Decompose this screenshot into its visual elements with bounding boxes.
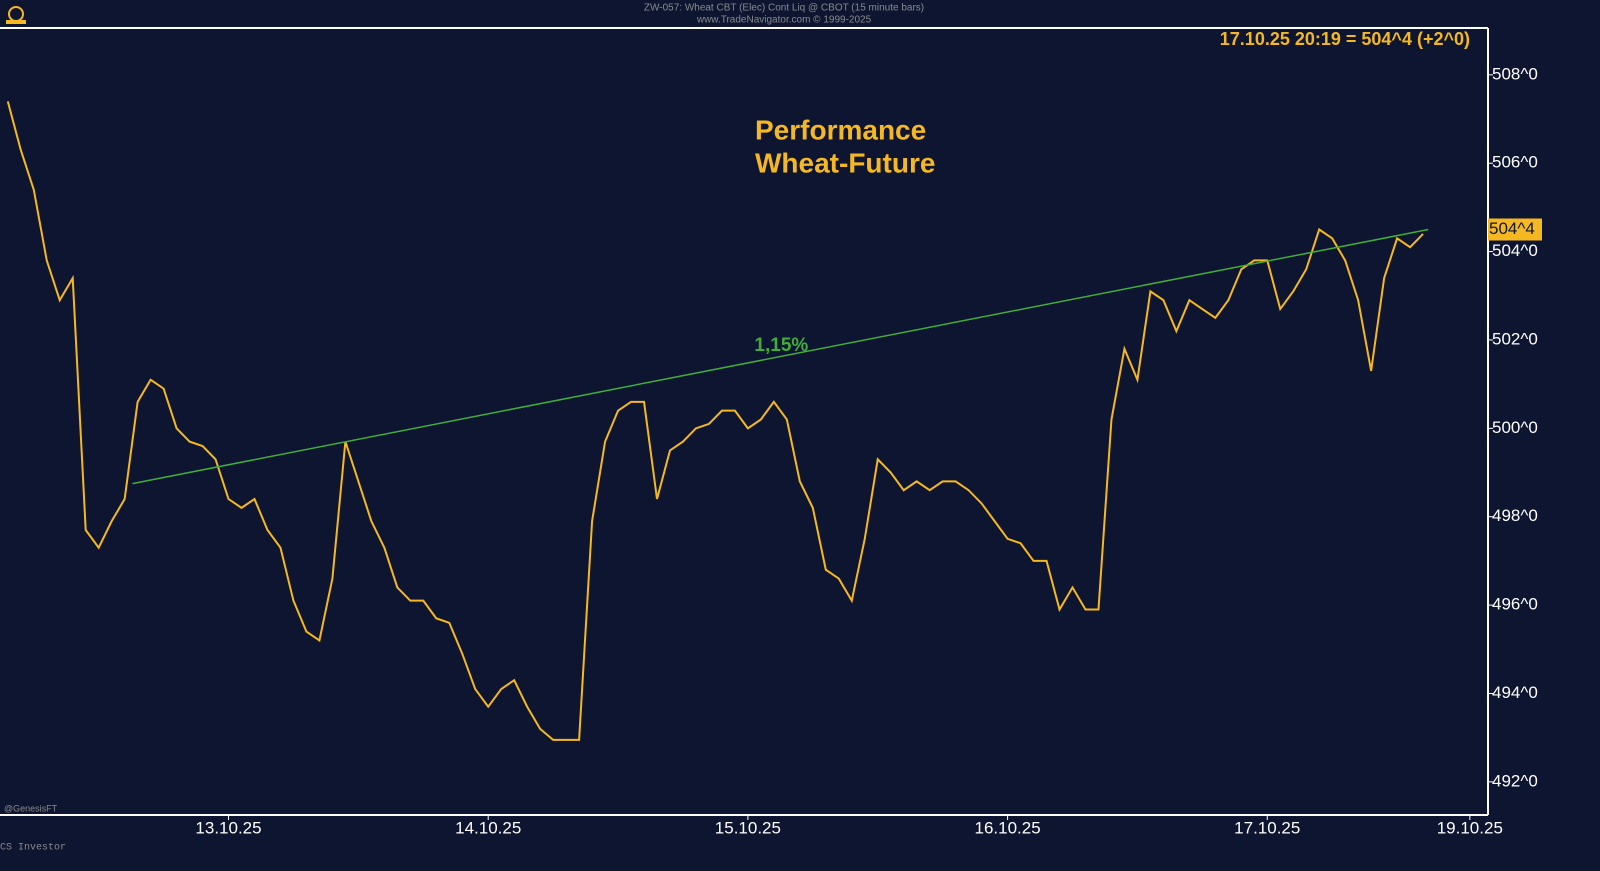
x-tick-label: 13.10.25: [195, 818, 261, 837]
y-tick-label: 500^0: [1492, 418, 1538, 437]
y-tick-label: 506^0: [1492, 153, 1538, 172]
y-tick-label: 498^0: [1492, 506, 1538, 525]
chart-title: Wheat-Future: [755, 147, 935, 178]
header-sub: www.TradeNavigator.com © 1999-2025: [696, 15, 872, 26]
y-tick-label: 494^0: [1492, 683, 1538, 702]
x-tick-label: 19.10.25: [1437, 818, 1503, 837]
last-price-label: 504^4: [1489, 219, 1535, 238]
header: ZW-057: Wheat CBT (Elec) Cont Liq @ CBOT…: [644, 3, 924, 14]
x-tick-label: 16.10.25: [974, 818, 1040, 837]
y-tick-label: 508^0: [1492, 64, 1538, 83]
y-tick-label: 504^0: [1492, 241, 1538, 260]
y-tick-label: 502^0: [1492, 329, 1538, 348]
trend-line: [132, 228, 1429, 485]
x-tick-label: 15.10.25: [715, 818, 781, 837]
logo: [6, 6, 26, 24]
footer-left: @GenesisFT: [4, 803, 58, 813]
x-tick-label: 17.10.25: [1234, 818, 1300, 837]
footer-bottom: CS Investor: [0, 843, 66, 854]
last-price-badge: [1488, 218, 1542, 241]
chart-title: Performance: [755, 114, 926, 145]
y-tick-label: 492^0: [1492, 771, 1538, 790]
price-line: [6, 101, 1424, 741]
annotation: 1,15%: [754, 335, 808, 356]
status: 17.10.25 20:19 = 504^4 (+2^0): [1220, 29, 1470, 49]
x-tick-label: 14.10.25: [455, 818, 521, 837]
y-tick-label: 496^0: [1492, 595, 1538, 614]
